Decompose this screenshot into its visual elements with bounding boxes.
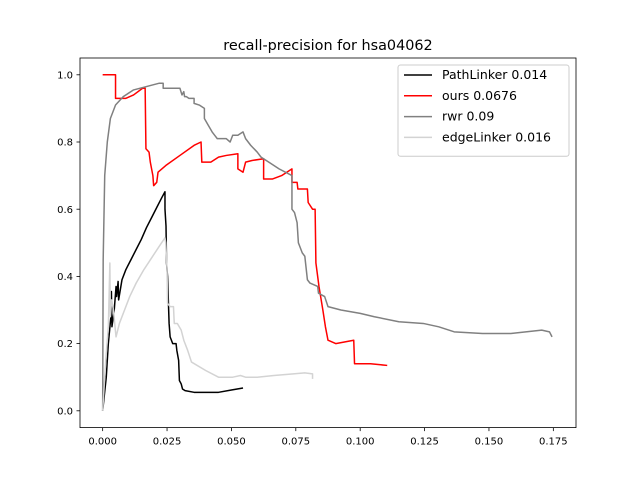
- series-line-1: [102, 74, 388, 367]
- x-tick-label: 0.175: [539, 437, 568, 448]
- y-tick-label: 0.2: [57, 339, 73, 350]
- y-axis-ticks: 0.0 0.2 0.4 0.6 0.8 1.0: [57, 70, 80, 417]
- series-layer: [101, 74, 553, 411]
- series-line-3: [101, 237, 314, 411]
- legend-label-2: rwr 0.09: [442, 109, 494, 124]
- x-tick-label: 0.025: [153, 437, 182, 448]
- x-axis-ticks: 0.000 0.025 0.050 0.075 0.100 0.125 0.150 0.175: [88, 427, 568, 448]
- y-tick-label: 0.4: [57, 272, 73, 283]
- plot-area-frame: [79, 57, 577, 429]
- chart-title: recall-precision for hsa04062: [223, 38, 432, 54]
- x-tick-label: 0.125: [410, 437, 439, 448]
- y-tick-label: 1.0: [57, 70, 73, 81]
- y-tick-label: 0.0: [57, 406, 73, 417]
- y-tick-label: 0.8: [57, 138, 73, 149]
- legend: PathLinker 0.014 ours 0.0676 rwr 0.09 edgeL…: [397, 64, 570, 157]
- legend-label-0: PathLinker 0.014: [442, 67, 547, 82]
- y-tick-label: 0.6: [57, 205, 73, 216]
- x-tick-label: 0.150: [475, 437, 504, 448]
- x-tick-label: 0.050: [217, 437, 246, 448]
- series-line-0: [101, 190, 244, 411]
- x-tick-label: 0.100: [346, 437, 375, 448]
- x-tick-label: 0.000: [88, 437, 117, 448]
- series-line-2: [101, 82, 553, 411]
- legend-label-1: ours 0.0676: [442, 88, 517, 103]
- legend-box: [397, 64, 570, 157]
- legend-label-3: edgeLinker 0.016: [442, 129, 551, 144]
- x-tick-label: 0.075: [281, 437, 310, 448]
